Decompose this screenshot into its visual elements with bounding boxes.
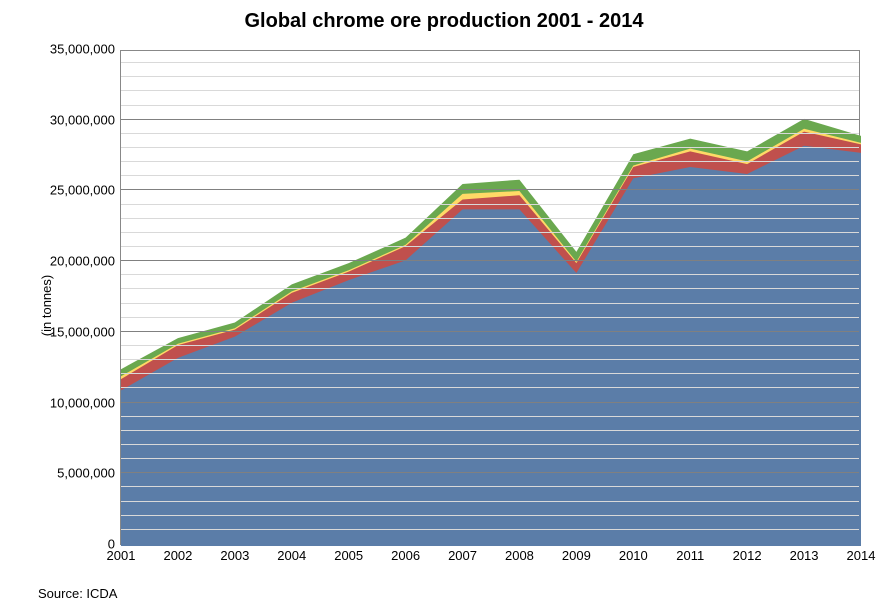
- gridline-minor: [121, 147, 859, 148]
- gridline-minor: [121, 359, 859, 360]
- x-tick-label: 2008: [505, 544, 534, 563]
- gridline-minor: [121, 175, 859, 176]
- gridline-minor: [121, 62, 859, 63]
- gridline-minor: [121, 444, 859, 445]
- gridline-minor: [121, 303, 859, 304]
- gridline-major: [121, 472, 859, 473]
- gridline-minor: [121, 317, 859, 318]
- gridline-minor: [121, 430, 859, 431]
- y-tick-label: 25,000,000: [50, 183, 121, 198]
- y-tick-label: 10,000,000: [50, 395, 121, 410]
- gridline-major: [121, 119, 859, 120]
- y-tick-label: 30,000,000: [50, 112, 121, 127]
- gridline-minor: [121, 161, 859, 162]
- gridline-major: [121, 260, 859, 261]
- x-tick-label: 2001: [107, 544, 136, 563]
- y-tick-label: 35,000,000: [50, 42, 121, 57]
- plot-area: 05,000,00010,000,00015,000,00020,000,000…: [120, 50, 860, 545]
- gridline-minor: [121, 90, 859, 91]
- x-tick-label: 2004: [277, 544, 306, 563]
- y-tick-label: 20,000,000: [50, 254, 121, 269]
- y-tick-label: 5,000,000: [57, 466, 121, 481]
- gridline-minor: [121, 288, 859, 289]
- chart-title: Global chrome ore production 2001 - 2014: [10, 10, 878, 33]
- gridline-minor: [121, 76, 859, 77]
- chrome-ore-chart: Global chrome ore production 2001 - 2014…: [10, 10, 878, 603]
- gridline-minor: [121, 345, 859, 346]
- gridline-minor: [121, 105, 859, 106]
- gridline-minor: [121, 218, 859, 219]
- x-tick-label: 2014: [847, 544, 876, 563]
- gridline-major: [121, 402, 859, 403]
- gridline-minor: [121, 486, 859, 487]
- gridline-minor: [121, 204, 859, 205]
- x-tick-label: 2012: [733, 544, 762, 563]
- gridline-minor: [121, 416, 859, 417]
- gridline-minor: [121, 387, 859, 388]
- x-tick-label: 2007: [448, 544, 477, 563]
- gridline-minor: [121, 529, 859, 530]
- gridline-minor: [121, 232, 859, 233]
- source-label: Source: ICDA: [38, 586, 117, 601]
- y-axis-label: (in tonnes): [39, 274, 54, 335]
- x-tick-label: 2009: [562, 544, 591, 563]
- gridline-major: [121, 331, 859, 332]
- x-tick-label: 2011: [676, 544, 704, 563]
- y-tick-label: 15,000,000: [50, 324, 121, 339]
- x-tick-label: 2010: [619, 544, 648, 563]
- gridline-minor: [121, 274, 859, 275]
- gridline-minor: [121, 373, 859, 374]
- gridline-minor: [121, 515, 859, 516]
- x-tick-label: 2002: [163, 544, 192, 563]
- x-tick-label: 2013: [790, 544, 819, 563]
- gridline-major: [121, 189, 859, 190]
- gridline-minor: [121, 246, 859, 247]
- x-tick-label: 2005: [334, 544, 363, 563]
- gridline-minor: [121, 501, 859, 502]
- x-tick-label: 2003: [220, 544, 249, 563]
- x-tick-label: 2006: [391, 544, 420, 563]
- gridline-minor: [121, 133, 859, 134]
- gridline-minor: [121, 458, 859, 459]
